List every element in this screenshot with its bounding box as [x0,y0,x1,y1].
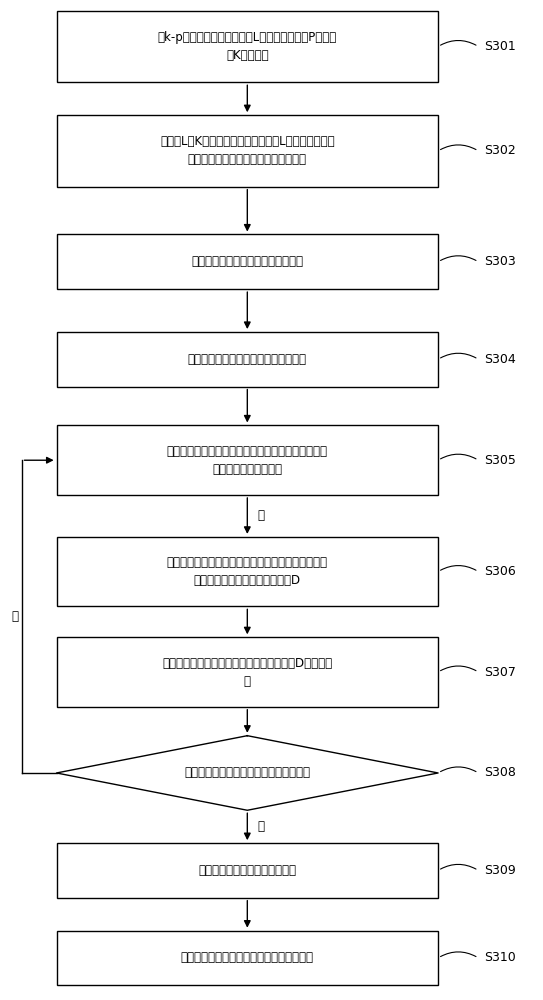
FancyBboxPatch shape [56,11,438,82]
Text: 将所述图像矩阵输入预设图像重建模型: 将所述图像矩阵输入预设图像重建模型 [188,353,307,366]
Text: S303: S303 [484,255,515,268]
Text: S308: S308 [484,766,516,779]
Text: S310: S310 [484,951,515,964]
FancyBboxPatch shape [56,425,438,495]
Text: 对所述第一稀疏系数进行自适应的字典学习，生成第
二稀疏系数矩阵和稀疏表示字典D: 对所述第一稀疏系数进行自适应的字典学习，生成第 二稀疏系数矩阵和稀疏表示字典D [167,556,328,587]
FancyBboxPatch shape [56,537,438,606]
Text: 对所述重建图像进行拟合，获取磁共振参数: 对所述重建图像进行拟合，获取磁共振参数 [181,951,314,964]
Text: 是: 是 [257,509,264,522]
Text: 对k-p空间进行欠采样，得到L个参数编码维度P的欠采
样K空间信号: 对k-p空间进行欠采样，得到L个参数编码维度P的欠采 样K空间信号 [157,31,337,62]
Text: S301: S301 [484,40,515,53]
Text: 对所述图像矩阵的每一列进行非自适应的稀疏变换，
生成第一稀疏系数矩阵: 对所述图像矩阵的每一列进行非自适应的稀疏变换， 生成第一稀疏系数矩阵 [167,445,328,476]
FancyBboxPatch shape [56,843,438,898]
Text: 对所述L个K空间信号进行重建，生成L个临时的重建图
像，将所述重建图像作为待优化的图像: 对所述L个K空间信号进行重建，生成L个临时的重建图 像，将所述重建图像作为待优化… [160,135,334,166]
Text: S305: S305 [484,454,516,467]
FancyBboxPatch shape [56,931,438,985]
Text: 将所述更新矩阵转换成重建图像: 将所述更新矩阵转换成重建图像 [198,864,296,877]
Text: 是: 是 [257,820,264,833]
FancyBboxPatch shape [56,234,438,289]
Text: S307: S307 [484,666,516,679]
Text: S302: S302 [484,144,515,157]
FancyBboxPatch shape [56,115,438,187]
Text: 判断所述更新矩阵是否满足预设终止条件: 判断所述更新矩阵是否满足预设终止条件 [184,766,310,779]
Text: S306: S306 [484,565,515,578]
FancyBboxPatch shape [56,332,438,387]
FancyBboxPatch shape [56,637,438,707]
Text: 否: 否 [12,610,19,623]
Text: S304: S304 [484,353,515,366]
Text: 将所述待优化的图像转换为图像矩阵: 将所述待优化的图像转换为图像矩阵 [191,255,304,268]
Polygon shape [56,736,438,810]
Text: S309: S309 [484,864,515,877]
Text: 固定所述第二稀疏系数矩阵和稀疏表示字典D，更新矩
阵: 固定所述第二稀疏系数矩阵和稀疏表示字典D，更新矩 阵 [162,657,332,688]
